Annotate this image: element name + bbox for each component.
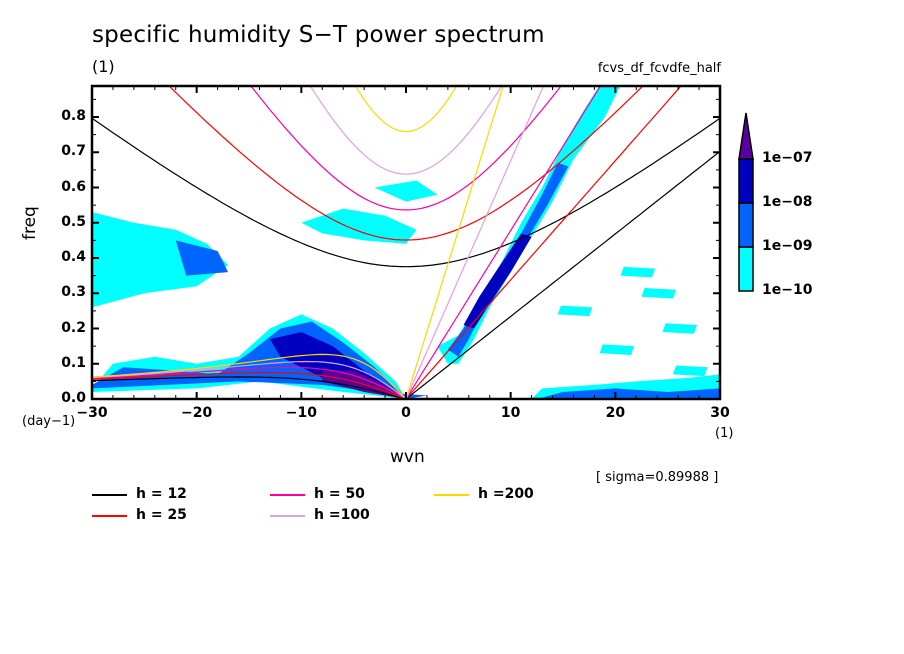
legend-label: h = 50 (314, 486, 365, 502)
legend-label: h =200 (478, 486, 534, 502)
chart-subtitle-left: (1) (92, 57, 115, 76)
y-tick-label: 0.1 (61, 354, 86, 371)
x-tick-label: −10 (285, 405, 317, 421)
y-tick-label: 0.5 (61, 213, 86, 230)
kelvin-curve-h50 (405, 86, 602, 399)
contour-patch-1e-10 (557, 305, 593, 317)
colorbar-extend-arrow (738, 112, 754, 160)
ig-curve-h50 (250, 86, 562, 211)
sigma-annotation: [ sigma=0.89988 ] (596, 470, 719, 485)
ig-curve-h100 (309, 86, 503, 175)
y-tick-label: 0.0 (61, 390, 86, 406)
ig-curve-h12 (92, 117, 720, 268)
contour-patch-1e-10 (662, 323, 697, 334)
colorbar-segment (738, 158, 754, 204)
legend-swatch (92, 494, 127, 496)
colorbar (738, 112, 754, 292)
kelvin-curve-h200 (405, 86, 504, 399)
y-tick-label: 0.2 (61, 319, 86, 336)
kelvin-curve-h100 (405, 86, 545, 399)
y-tick-label: 0.8 (61, 108, 86, 125)
legend-label: h = 12 (136, 486, 187, 502)
contour-patch-1e-10 (599, 344, 635, 355)
colorbar-label: 1e−07 (762, 150, 813, 166)
dispersion-curve-layer (92, 86, 720, 399)
x-tick-label: 10 (500, 405, 521, 421)
y-tick-label: 0.4 (61, 249, 86, 265)
rossby-curve-h50 (92, 366, 407, 399)
colorbar-segment (738, 246, 754, 292)
contour-west-1e-09 (175, 240, 229, 276)
legend-label: h =100 (314, 507, 370, 523)
contour-east-1e-09 (536, 388, 720, 399)
rossby-curve-h12 (92, 376, 407, 399)
y-tick-label: 0.7 (61, 143, 86, 160)
rossby-curve-h200 (92, 353, 407, 399)
colorbar-label: 1e−08 (762, 194, 813, 210)
contour-west-1e-10 (92, 212, 229, 308)
ig-curve-h200 (354, 86, 458, 133)
x-axis-unit: (1) (715, 426, 734, 441)
y-axis-label: freq (20, 206, 40, 240)
contour-upper-1e-10 (301, 208, 417, 244)
legend-swatch (270, 515, 305, 517)
colorbar-segment (738, 202, 754, 248)
contour-patch-1e-10 (672, 365, 708, 377)
legend-swatch (92, 515, 127, 517)
colorbar-label: 1e−10 (762, 282, 813, 298)
kelvin-curve-h12 (405, 150, 720, 399)
x-tick-label: −20 (181, 405, 213, 421)
x-tick-label: 20 (605, 405, 626, 421)
x-axis-label: wvn (390, 447, 425, 467)
y-tick-label: 0.6 (61, 178, 86, 195)
rossby-curve-h25 (92, 371, 407, 399)
rossby-curve-h100 (92, 360, 407, 399)
kelvin-curve-h25 (405, 86, 682, 399)
contour-patch-1e-10 (641, 287, 677, 299)
colorbar-label: 1e−09 (762, 238, 813, 254)
contour-kelvin-1e-08 (463, 233, 532, 329)
legend-swatch (434, 494, 469, 496)
contour-patch-1e-10 (620, 266, 656, 278)
x-tick-label: −30 (76, 405, 108, 421)
chart-title: specific humidity S−T power spectrum (92, 22, 545, 48)
chart-subtitle-right: fcvs_df_fcvdfe_half (597, 61, 721, 76)
ig-curve-h25 (168, 86, 644, 241)
y-tick-label: 0.3 (61, 284, 86, 301)
contour-upper2-1e-10 (374, 180, 438, 202)
legend-label: h = 25 (136, 507, 187, 523)
tick-marks (91, 86, 721, 400)
x-tick-label: 0 (401, 405, 411, 421)
contour-fill-layer (92, 86, 720, 399)
y-axis-unit: (day−1) (22, 414, 76, 429)
legend-swatch (270, 494, 305, 496)
x-tick-label: 30 (710, 405, 730, 421)
